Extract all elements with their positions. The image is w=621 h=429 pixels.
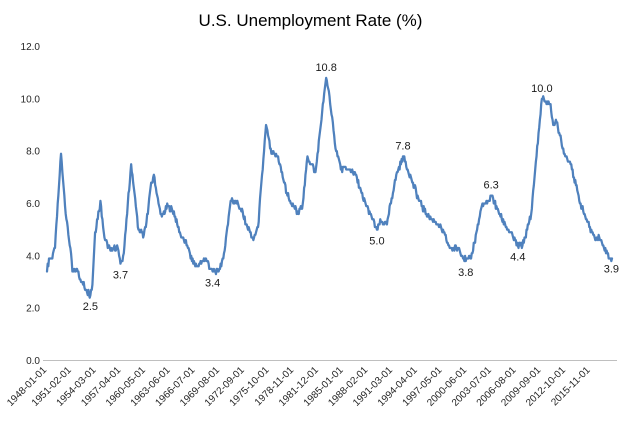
y-axis-tick-label: 10.0: [21, 94, 41, 105]
y-axis-tick-label: 6.0: [26, 199, 40, 210]
y-axis-tick-label: 2.0: [26, 304, 40, 315]
data-point-annotation: 10.0: [531, 83, 552, 95]
data-point-annotation: 7.8: [395, 140, 410, 152]
unemployment-rate-line: [45, 76, 614, 299]
data-point-annotation: 2.5: [83, 301, 98, 313]
y-axis-tick-label: 12.0: [21, 42, 41, 53]
data-point-annotation: 6.3: [483, 180, 498, 192]
data-point-annotation: 5.0: [369, 236, 384, 248]
data-point-annotation: 4.4: [510, 251, 525, 263]
y-axis-tick-label: 4.0: [26, 251, 40, 262]
data-point-annotation: 3.7: [113, 270, 128, 282]
data-point-annotation: 10.8: [315, 62, 336, 74]
data-point-annotation: 3.9: [604, 263, 619, 275]
data-point-annotation: 3.4: [205, 278, 220, 290]
data-point-annotation: 3.8: [458, 267, 473, 279]
y-axis-tick-label: 8.0: [26, 147, 40, 158]
y-axis-tick-label: 0.0: [26, 356, 40, 367]
chart-title: U.S. Unemployment Rate (%): [198, 11, 423, 30]
